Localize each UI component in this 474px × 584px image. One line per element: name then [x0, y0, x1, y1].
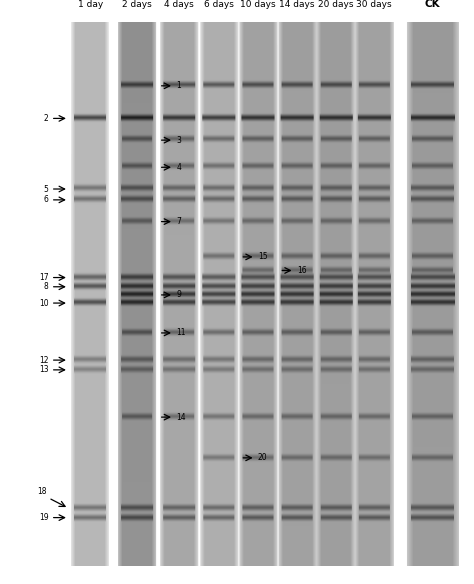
Text: 11: 11 [176, 328, 186, 338]
Text: 14 days: 14 days [279, 0, 315, 9]
Text: 17: 17 [39, 273, 48, 282]
Text: 18: 18 [37, 486, 47, 495]
Text: 6 days: 6 days [204, 0, 234, 9]
Text: 1 day: 1 day [78, 0, 103, 9]
Text: 16: 16 [297, 266, 307, 275]
Text: 30 days: 30 days [356, 0, 392, 9]
Text: 20: 20 [258, 453, 267, 463]
Text: 10: 10 [39, 298, 48, 308]
Text: 6: 6 [44, 196, 48, 204]
Text: CK: CK [424, 0, 440, 9]
Text: 13: 13 [39, 366, 48, 374]
Text: 7: 7 [176, 217, 181, 226]
Text: 2: 2 [44, 114, 48, 123]
Text: 8: 8 [44, 282, 48, 291]
Text: 2 days: 2 days [122, 0, 152, 9]
Text: 14: 14 [176, 413, 186, 422]
Text: 9: 9 [176, 290, 181, 300]
Text: 4: 4 [176, 163, 181, 172]
Text: 5: 5 [44, 185, 48, 193]
Text: 12: 12 [39, 356, 48, 364]
Text: 15: 15 [258, 252, 267, 262]
Text: 10 days: 10 days [240, 0, 276, 9]
Text: 4 days: 4 days [164, 0, 194, 9]
Text: 20 days: 20 days [318, 0, 353, 9]
Text: 1: 1 [176, 81, 181, 91]
Text: 3: 3 [176, 135, 181, 145]
Text: 19: 19 [39, 513, 48, 522]
